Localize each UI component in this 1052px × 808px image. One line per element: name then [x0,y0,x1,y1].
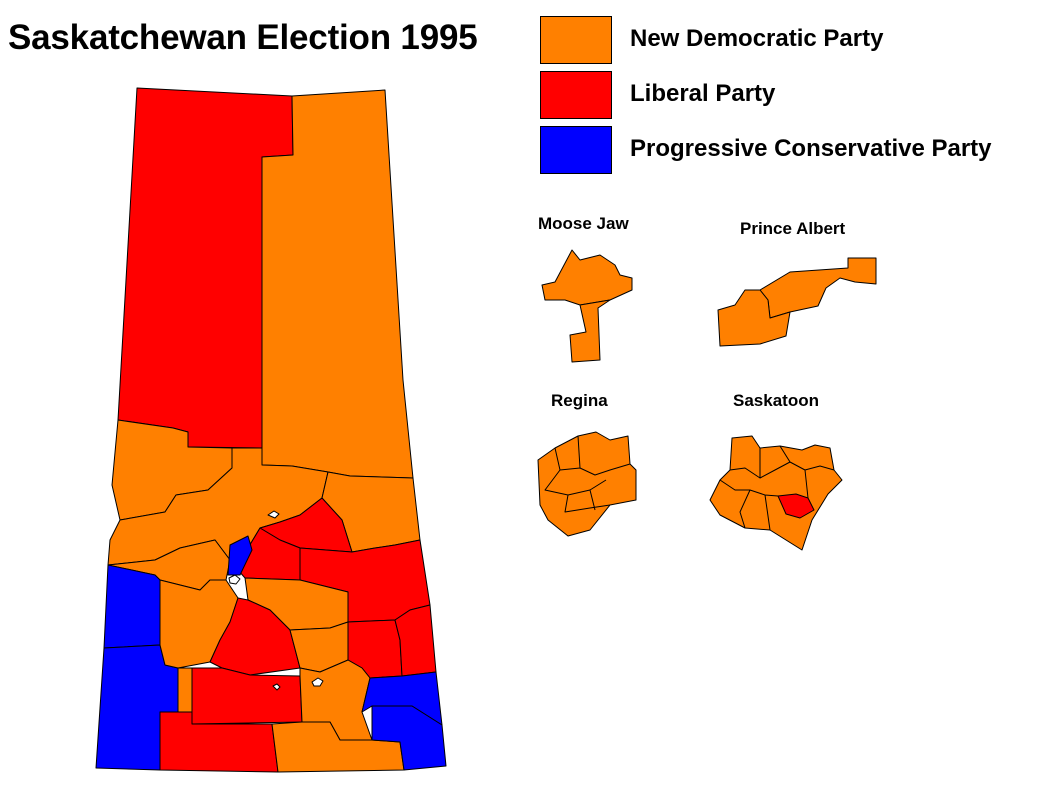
saskatoon-boundaries [719,445,835,531]
saskatoon-liberal-riding [777,493,815,519]
riding-rosetown [103,564,161,649]
map-title: Saskatchewan Election 1995 [8,18,478,57]
regina-ridings [537,431,637,537]
moose-jaw-north [541,249,633,306]
inset-moose-jaw [541,249,633,363]
riding-canora [394,604,437,677]
inset-saskatoon [709,435,843,551]
inset-label-saskatoon: Saskatoon [733,391,819,410]
regina-boundaries [544,435,631,513]
prince-albert-west [717,289,791,347]
legend-label-pc: Progressive Conservative Party [630,135,992,162]
riding-thunder-creek [191,667,303,725]
riding-souris-cannington [371,705,447,771]
inset-label-prince-albert: Prince Albert [740,219,846,238]
inset-label-moose-jaw: Moose Jaw [538,214,629,233]
inset-label-regina: Regina [551,391,608,410]
city-prince-albert-blob [267,510,280,519]
riding-swift-current [177,667,193,713]
pc-swatch [540,126,612,174]
province-map [95,87,447,773]
saskatoon-ridings [709,435,843,551]
city-moose-jaw-blob [272,683,281,691]
city-regina-blob [311,677,324,687]
legend-label-liberal: Liberal Party [630,80,776,107]
inset-regina [537,431,637,537]
liberal-swatch [540,71,612,119]
legend-label-ndp: New Democratic Party [630,25,884,52]
city-saskatoon-blob [228,574,241,585]
inset-prince-albert [717,257,877,347]
ndp-swatch [540,16,612,64]
prince-albert-east [759,257,877,319]
moose-jaw-south [569,299,611,363]
riding-rosthern [227,535,253,576]
